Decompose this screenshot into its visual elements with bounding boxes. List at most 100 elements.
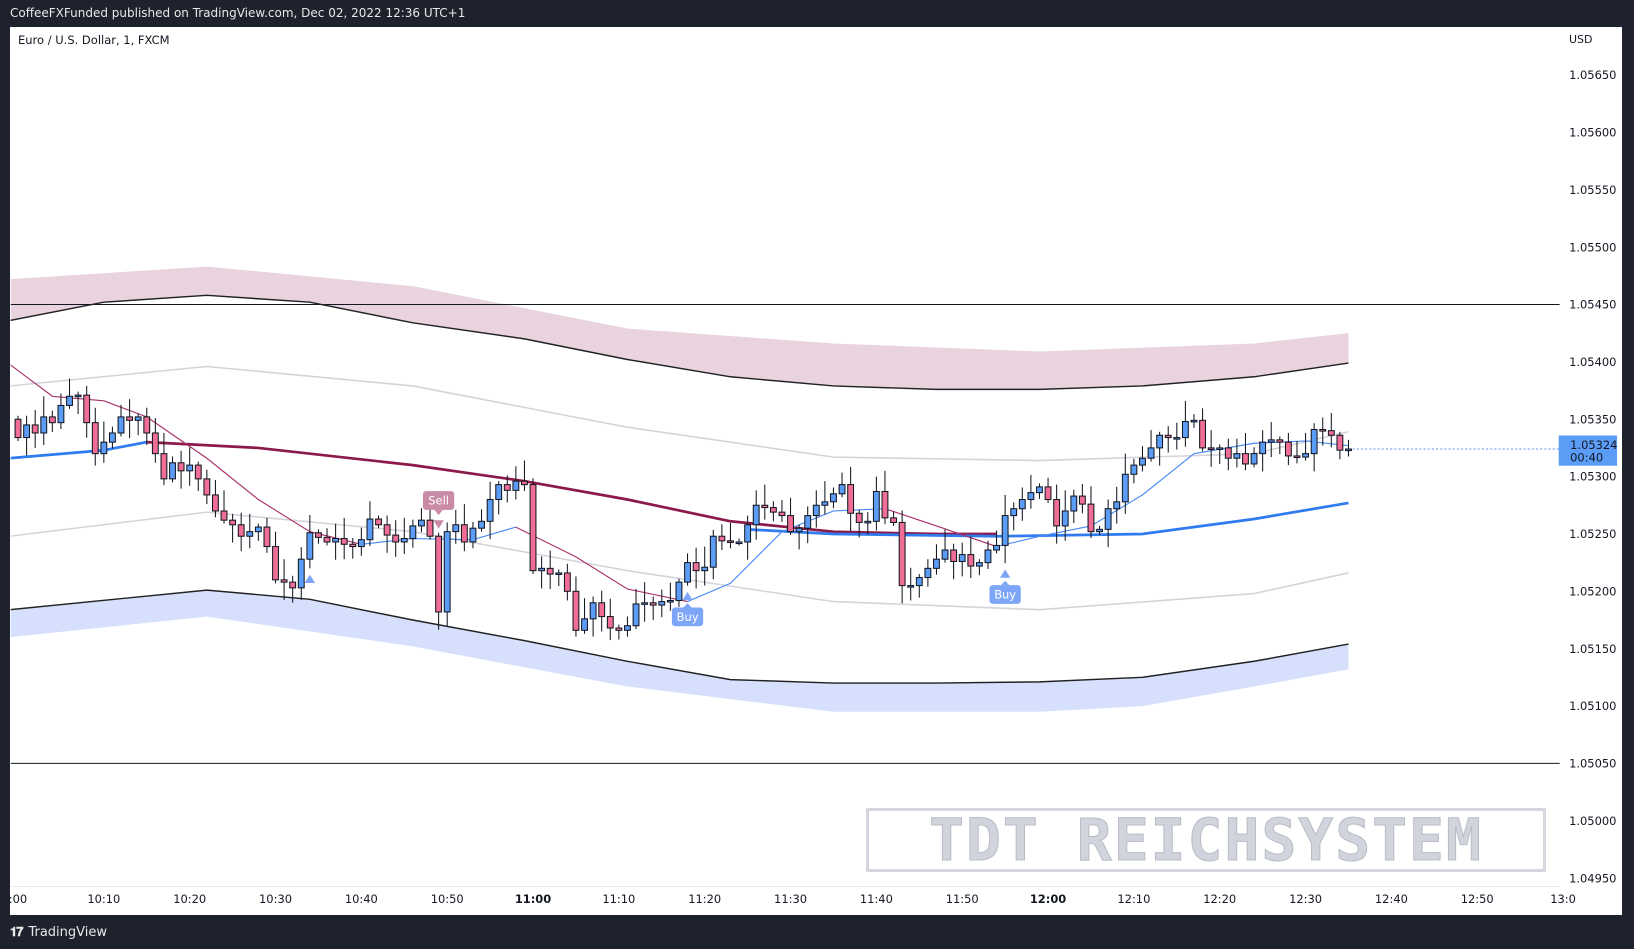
time-tick-label: 13:0 [1550,892,1576,906]
last-price-badge [1558,435,1618,466]
candle-down [898,521,906,587]
time-tick-label: 11:10 [602,892,635,906]
candle-down [718,535,726,542]
candle-up [624,625,631,631]
candle-down [727,540,734,543]
upper-band-fill [10,266,1349,390]
price-tick-label: 1.05600 [1569,126,1616,140]
candle-down [598,602,606,618]
candle-down [546,567,554,575]
price-tick-label: 1.05400 [1569,355,1616,369]
candle-up [1010,508,1018,517]
buy-label-badge [989,585,1021,604]
candle-down [460,524,468,543]
candle-up [701,566,709,572]
symbol-title[interactable]: Euro / U.S. Dollar, 1, FXCM [18,33,170,47]
candle-down [14,418,22,439]
price-tick-label: 1.05100 [1569,699,1616,713]
time-tick-label: 11:00 [515,892,551,906]
candle-up [57,404,65,424]
candle-down [1207,447,1215,450]
candle-down [151,432,159,455]
candle-up [1233,453,1241,459]
price-tick-label: 1.05450 [1569,298,1616,312]
candle-up [632,603,640,627]
candle-down [1087,503,1095,533]
candle-up [993,544,1000,551]
candle-down [48,416,56,424]
candle-down [1336,434,1344,451]
price-tick-label: 1.05300 [1569,470,1616,484]
slow-ma-segment-1 [146,440,997,536]
candle-down [263,526,271,548]
candle-up [675,581,683,602]
candle-up [478,520,485,529]
candle-up [1190,419,1198,423]
candle-up [134,416,142,421]
tradingview-logo-icon[interactable]: 𝟏𝟕 [10,924,24,940]
price-tick-label: 1.04950 [1569,871,1616,885]
upper-black-band-line [10,294,1349,391]
candle-up [66,395,73,406]
candle-up [589,602,597,620]
candle-down [314,532,322,538]
price-tick-label: 1.05500 [1569,240,1616,254]
time-tick-label: :00 [9,892,27,906]
candle-down [203,478,211,496]
candle-up [1345,448,1352,452]
candle-up [108,432,116,443]
time-tick-label: 12:30 [1289,892,1322,906]
chart-area[interactable] [10,27,1622,915]
buy-label-pointer [683,603,692,608]
candle-up [907,585,915,588]
candle-down [426,519,434,537]
candle-down [1327,430,1335,436]
candle-up [357,539,365,548]
candle-down [1078,495,1086,505]
candle-up [555,572,563,576]
candle-up [744,524,752,543]
time-tick-label: 11:50 [946,892,979,906]
candle-up [984,549,992,564]
candle-up [40,416,48,434]
candle-down [529,484,537,572]
candle-down [503,484,511,491]
candle-up [864,520,872,524]
candle-down [1199,419,1206,449]
price-tick-label: 1.05000 [1569,814,1616,828]
price-tick-label: 1.05550 [1569,183,1616,197]
watermark-logo: TDT REICHSYSTEM [866,806,1546,875]
candle-up [666,599,674,603]
candle-up [812,504,820,517]
candle-down [890,517,897,523]
sell-label-pointer [434,509,443,516]
candle-up [246,531,254,537]
candle-up [486,498,494,522]
footer-brand[interactable]: TradingView [28,924,108,940]
currency-label[interactable]: USD [1569,33,1593,46]
candle-down [1242,453,1249,465]
candle-down [83,394,91,424]
candle-up [254,526,262,533]
candle-down [606,616,614,629]
candle-up [838,484,846,495]
candle-down [692,562,700,572]
candle-up [924,567,932,579]
candle-up [709,535,717,568]
candle-up [74,394,82,398]
candle-down [615,627,623,631]
candle-up [752,504,760,526]
candle-up [409,525,417,540]
time-tick-label: 10:50 [431,892,464,906]
candle-up [100,441,108,455]
candle-up [1070,495,1078,512]
candle-down [237,524,245,537]
price-tick-label: 1.05200 [1569,584,1616,598]
candle-down [91,422,99,455]
candle-up [1096,528,1103,533]
candle-up [1267,439,1275,443]
lower-band-fill [10,590,1349,712]
candle-up [804,515,812,529]
slow-ma-segment-2 [747,501,1349,538]
